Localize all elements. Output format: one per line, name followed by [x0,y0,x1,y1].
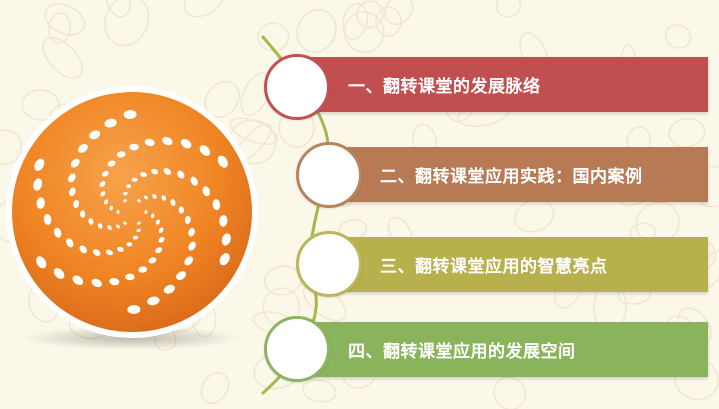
logo-dot [219,215,228,227]
item-label: 四、翻转课堂应用的发展空间 [348,342,576,362]
logo-dot [89,130,101,140]
logo-dot [100,190,106,197]
logo-dot [109,205,113,211]
logo-dot [36,256,47,269]
logo-dot [34,158,45,171]
logo-dot [104,118,117,128]
logo-dot [115,224,121,229]
logo-dot [151,168,159,175]
logo-dot [131,177,138,182]
logo-dot [97,223,103,229]
logo-dot [162,136,173,146]
logo-dot [148,257,157,264]
logo-dot [199,145,211,156]
logo-dot [123,191,128,196]
logo-dot [33,178,43,191]
logo-dot [123,109,137,120]
logo-dot [190,176,198,186]
logo-dot [137,199,141,203]
item-bar-3[interactable]: 三、翻转课堂应用的智慧亮点 [330,237,708,292]
logo-dot [132,235,139,240]
logo-dot [184,256,194,266]
logo-dot [143,195,149,200]
logo-dot [137,221,141,225]
logo-dot [161,195,167,201]
logo-dot [123,221,127,225]
logo-dot [72,275,84,286]
logo-dot [101,170,109,177]
logo-dot [104,199,109,205]
logo-dot [188,227,195,237]
logo-dot [188,241,196,251]
logo-dot [144,138,155,147]
logo-dot [184,215,191,224]
logo-dot [155,219,160,225]
logo-dot [126,242,133,247]
logo-dot [163,168,171,175]
logo-dot [43,213,52,225]
logo-dot [176,271,187,281]
item-circle-3 [296,231,362,297]
logo-dot [80,210,86,218]
item-label: 三、翻转课堂应用的智慧亮点 [380,257,608,277]
logo-dot [138,266,148,273]
logo-dot [123,199,127,203]
logo-dot [36,197,45,209]
logo-dot [125,273,135,281]
logo-dot [147,296,160,306]
logo-dot [155,247,163,254]
logo-dot [91,278,102,288]
logo-dot [212,199,221,211]
logo-dot [93,249,101,256]
logo-dot [73,200,80,209]
logo-dot [219,253,230,266]
logo-dot [170,199,176,206]
logo-dot [105,249,113,256]
logo-dot [202,186,211,197]
item-bar-1[interactable]: 一、翻转课堂的发展脉络 [300,57,708,112]
logo-dot [136,228,141,233]
item-circle-1 [264,54,330,120]
logo-dot [70,158,80,168]
logo-dot [144,210,148,214]
logo-dot [127,304,141,315]
logo-dot [151,213,155,219]
logo-dot [158,227,164,234]
logo-dot [221,233,231,246]
logo-dot [77,143,88,153]
logo-dot [158,236,165,243]
logo-dot [116,151,126,158]
logo-dot [79,245,87,254]
logo-dot [88,218,94,225]
logo-dot [107,160,116,167]
logo-dot [53,268,65,279]
logo-dot [116,210,120,214]
logo-dot [117,246,124,252]
logo-dot [129,143,139,151]
item-bar-4[interactable]: 四、翻转课堂应用的发展空间 [300,322,708,377]
logo-dot [53,227,62,238]
item-bar-2[interactable]: 二、翻转课堂应用实践：国内案例 [330,147,708,202]
item-circle-4 [264,316,330,382]
logo-dot [177,170,185,179]
logo-dot [163,284,175,294]
item-label: 一、翻转课堂的发展脉络 [348,77,541,97]
logo-dot [217,155,228,168]
logo-dot [180,138,192,149]
logo-dot [99,181,106,188]
logo-dot [178,206,184,214]
logo-dot [66,238,74,248]
logo-dot [125,184,132,189]
logo-dot [152,193,157,199]
logo-dot [107,225,112,231]
logo-dot [68,173,76,183]
item-label: 二、翻转课堂应用实践：国内案例 [380,167,643,187]
logo-dot [109,277,120,286]
item-circle-2 [296,142,362,208]
logo-dot [140,172,147,178]
logo-dot [69,187,76,197]
